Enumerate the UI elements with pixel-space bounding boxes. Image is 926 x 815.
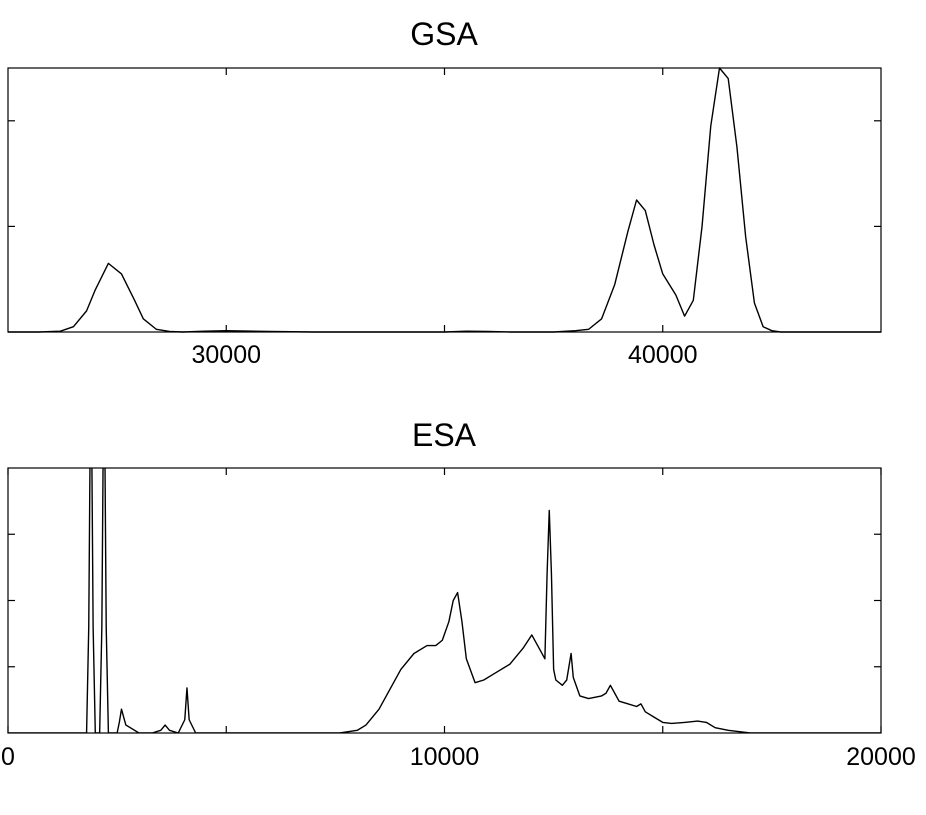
esa-x-tick-label: 20000: [846, 743, 916, 771]
esa-panel: ESA 0 10000 20000: [1, 417, 916, 771]
esa-title: ESA: [412, 417, 477, 453]
esa-x-tick-label: 0: [1, 743, 15, 771]
gsa-x-tick-labels: 30000 40000: [191, 341, 697, 369]
esa-x-tick-labels: 0 10000 20000: [1, 743, 916, 771]
gsa-series-line: [8, 67, 881, 333]
gsa-x-tick-label: 30000: [191, 341, 261, 369]
gsa-axis-ticks: [8, 68, 881, 332]
esa-series-line: [8, 468, 881, 733]
gsa-panel: GSA 30000 40000: [7, 16, 882, 369]
esa-plot-frame: [7, 467, 882, 734]
gsa-x-tick-label: 40000: [628, 341, 698, 369]
gsa-title: GSA: [410, 16, 478, 52]
gsa-plot-frame: [7, 67, 882, 333]
esa-x-tick-label: 10000: [410, 743, 480, 771]
esa-axis-ticks: [7, 468, 882, 733]
